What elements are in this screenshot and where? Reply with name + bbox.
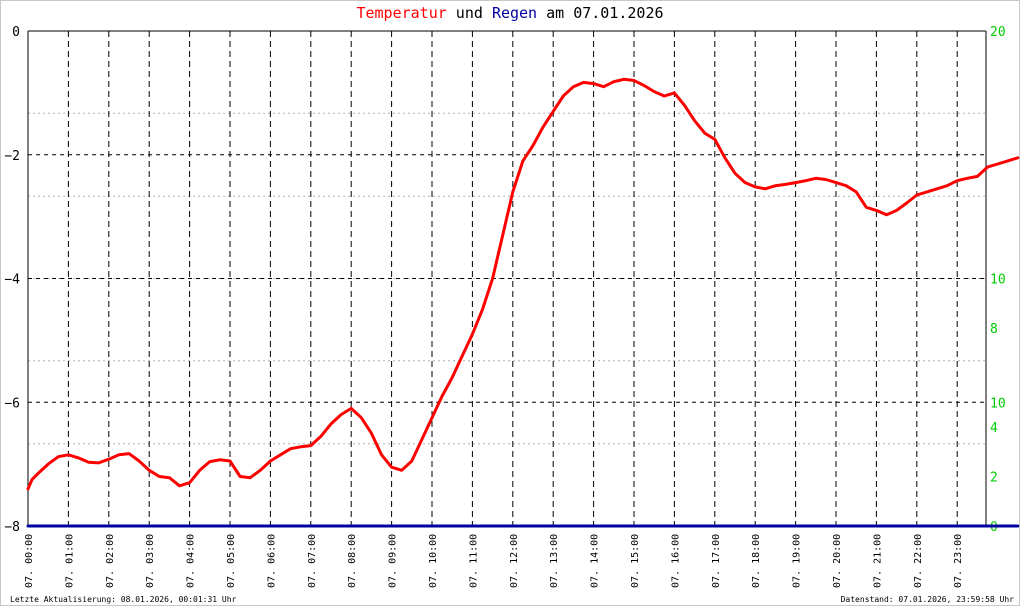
footer-data-status: Datenstand: 07.01.2026, 23:59:58 Uhr [840,595,1014,604]
title-und: und [446,4,492,22]
x-tick-label: 07. 23:00 [953,534,964,588]
right-tick-label: 8 [990,322,998,337]
x-tick-label: 07. 07:00 [307,534,318,588]
x-tick-label: 07. 12:00 [509,534,520,588]
x-tick-label: 07. 04:00 [186,534,197,588]
x-tick-label: 07. 22:00 [913,534,924,588]
right-tick-label: 10 [990,396,1006,411]
footer-last-update: Letzte Aktualisierung: 08.01.2026, 00:01… [10,595,237,604]
x-tick-label: 07. 10:00 [428,534,439,588]
title-temperature: Temperatur [356,4,447,22]
x-tick-label: 07. 06:00 [266,534,277,588]
x-tick-label: 07. 17:00 [711,534,722,588]
left-tick-label: 0 [12,25,20,40]
x-tick-label: 07. 20:00 [832,534,843,588]
title-rain: Regen [491,4,538,22]
x-tick-label: 07. 05:00 [226,534,237,588]
x-tick-label: 07. 08:00 [347,534,358,588]
x-tick-label: 07. 00:00 [24,534,35,588]
title-date: am 07.01.2026 [537,4,664,22]
x-tick-label: 07. 01:00 [64,534,75,588]
right-tick-label: 2 [990,471,998,486]
x-tick-label: 07. 09:00 [388,534,399,588]
x-tick-label: 07. 18:00 [751,534,762,588]
x-tick-label: 07. 14:00 [590,534,601,588]
x-tick-label: 07. 11:00 [468,534,479,588]
temperature-line [26,77,1020,491]
x-tick-label: 07. 02:00 [105,534,116,588]
chart-title: Temperatur und Regen am 07.01.2026 [0,4,1020,22]
right-tick-label: 20 [990,25,1006,40]
left-tick-label: −4 [4,273,20,288]
right-tick-label: 10 [990,273,1006,288]
right-tick-label: 4 [990,421,998,436]
left-tick-label: −2 [4,149,20,164]
x-tick-label: 07. 15:00 [630,534,641,588]
x-tick-label: 07. 13:00 [549,534,560,588]
x-tick-label: 07. 16:00 [670,534,681,588]
left-tick-label: −8 [4,520,20,535]
x-tick-label: 07. 03:00 [145,534,156,588]
x-tick-label: 07. 21:00 [872,534,883,588]
left-tick-label: −6 [4,396,20,411]
x-tick-label: 07. 19:00 [792,534,803,588]
